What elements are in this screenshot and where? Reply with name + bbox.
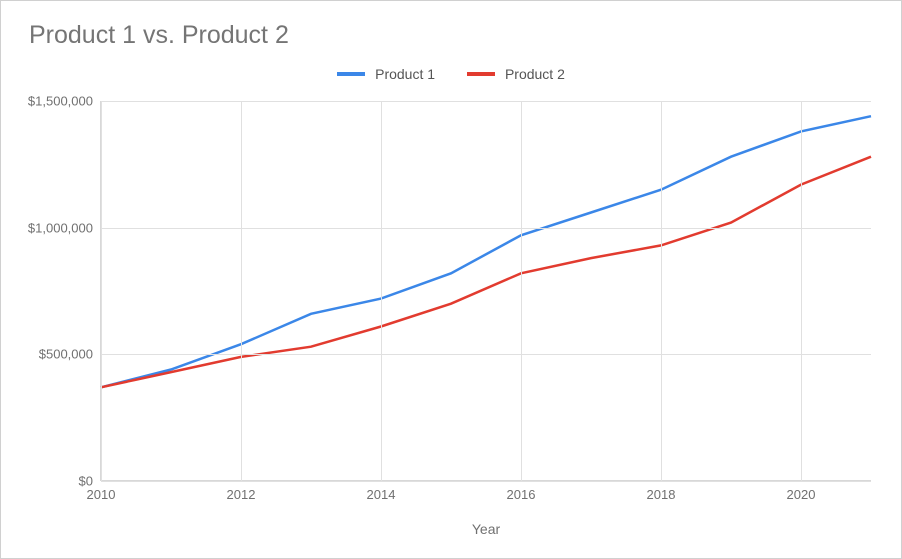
x-tick-label: 2010 [87,487,116,502]
y-tick-label: $500,000 [39,347,93,362]
gridline-vertical [801,101,802,481]
series-line-1 [101,116,871,387]
legend-swatch-product-2 [467,72,495,76]
legend-item-product-2: Product 2 [467,66,565,82]
y-tick-label: $1,500,000 [28,94,93,109]
gridline-vertical [661,101,662,481]
gridline-horizontal [101,354,871,355]
legend-label-product-1: Product 1 [375,66,435,82]
legend-label-product-2: Product 2 [505,66,565,82]
chart-container: Product 1 vs. Product 2 Product 1 Produc… [0,0,902,559]
y-tick-label: $0 [79,474,93,489]
plot-svg [101,101,871,481]
x-axis-title: Year [472,521,500,537]
chart-title: Product 1 vs. Product 2 [29,21,289,50]
x-tick-label: 2020 [787,487,816,502]
x-tick-label: 2016 [507,487,536,502]
x-tick-label: 2014 [367,487,396,502]
gridline-vertical [521,101,522,481]
gridline-horizontal [101,101,871,102]
plot-area: 201020122014201620182020$0$500,000$1,000… [101,101,871,481]
y-tick-label: $1,000,000 [28,220,93,235]
gridline-horizontal [101,228,871,229]
gridline-horizontal [101,481,871,482]
x-tick-label: 2018 [647,487,676,502]
gridline-vertical [381,101,382,481]
legend-swatch-product-1 [337,72,365,76]
chart-legend: Product 1 Product 2 [1,63,901,82]
gridline-vertical [241,101,242,481]
x-tick-label: 2012 [227,487,256,502]
legend-item-product-1: Product 1 [337,66,435,82]
gridline-vertical [101,101,102,481]
